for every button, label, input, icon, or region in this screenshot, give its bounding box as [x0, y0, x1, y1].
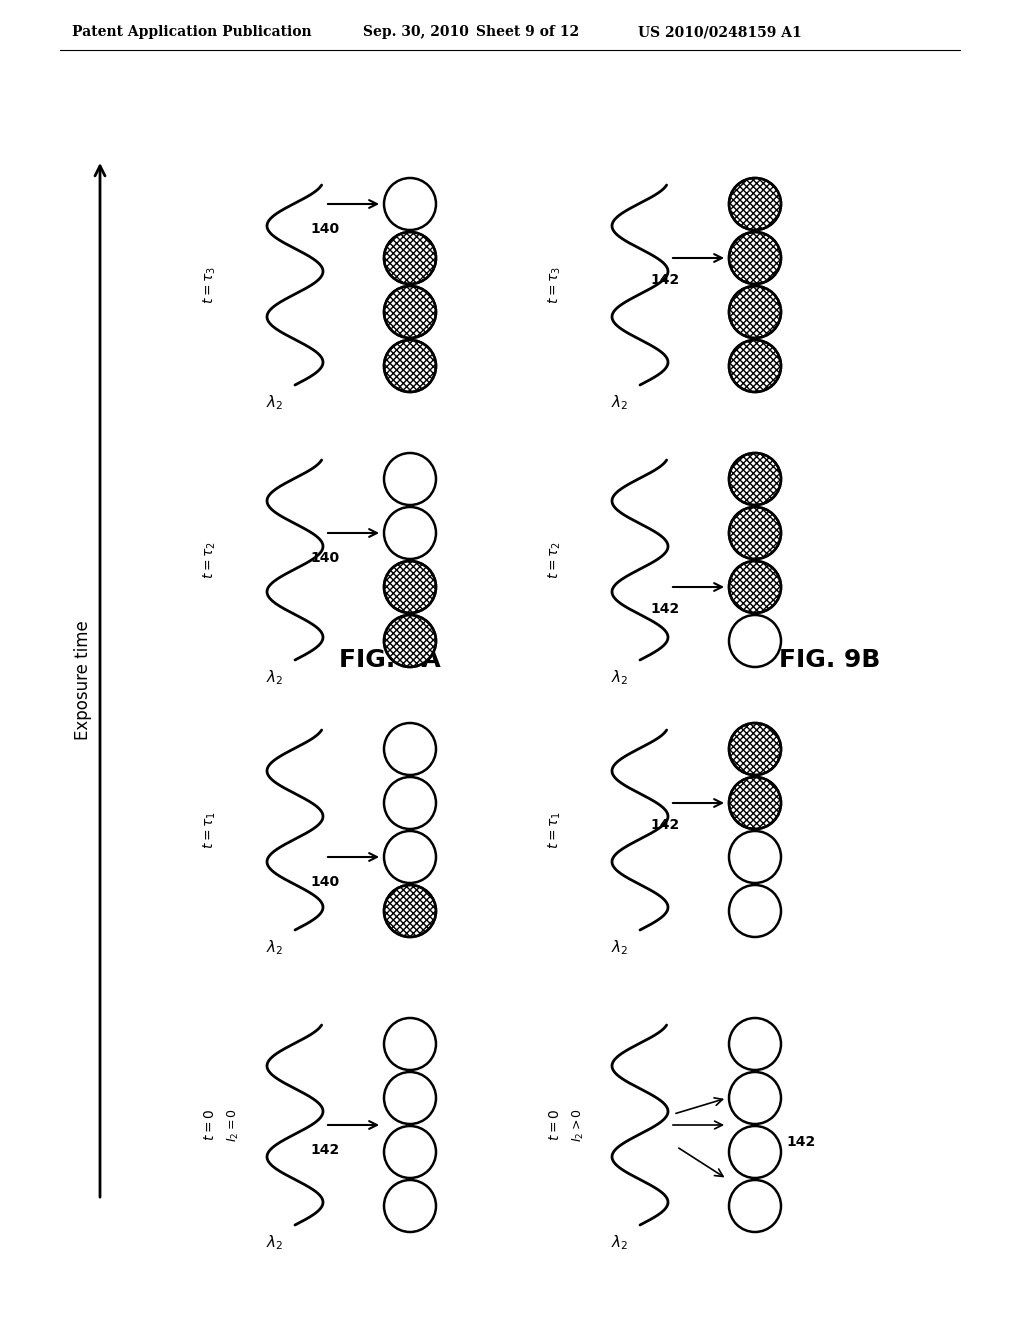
Text: Sheet 9 of 12: Sheet 9 of 12 — [476, 25, 580, 40]
Circle shape — [384, 561, 436, 612]
Text: Sep. 30, 2010: Sep. 30, 2010 — [362, 25, 469, 40]
Text: FIG. 9B: FIG. 9B — [779, 648, 881, 672]
Circle shape — [729, 1072, 781, 1125]
Circle shape — [384, 615, 436, 667]
Circle shape — [729, 178, 781, 230]
Circle shape — [384, 1072, 436, 1125]
Circle shape — [729, 1018, 781, 1071]
Text: $t = \tau_{2}$: $t = \tau_{2}$ — [202, 541, 218, 579]
Text: 142: 142 — [650, 602, 679, 616]
Text: FIG. 9A: FIG. 9A — [339, 648, 441, 672]
Circle shape — [384, 341, 436, 392]
Text: Exposure time: Exposure time — [74, 620, 92, 741]
Text: 142: 142 — [310, 1143, 339, 1158]
Text: $\lambda_2$: $\lambda_2$ — [266, 668, 284, 686]
Text: $\lambda_2$: $\lambda_2$ — [266, 939, 284, 957]
Text: $t = \tau_{3}$: $t = \tau_{3}$ — [547, 265, 563, 304]
Text: 142: 142 — [650, 273, 679, 286]
Circle shape — [384, 232, 436, 284]
Circle shape — [729, 777, 781, 829]
Circle shape — [729, 453, 781, 506]
Text: $t = 0$: $t = 0$ — [203, 1109, 217, 1142]
Text: $t = \tau_{1}$: $t = \tau_{1}$ — [202, 810, 218, 849]
Circle shape — [729, 615, 781, 667]
Circle shape — [384, 884, 436, 937]
Text: $\lambda_2$: $\lambda_2$ — [266, 1233, 284, 1251]
Text: $t = \tau_{3}$: $t = \tau_{3}$ — [202, 265, 218, 304]
Circle shape — [384, 286, 436, 338]
Text: 140: 140 — [310, 550, 339, 565]
Text: $\lambda_2$: $\lambda_2$ — [611, 1233, 629, 1251]
Text: 140: 140 — [310, 222, 339, 236]
Circle shape — [729, 884, 781, 937]
Circle shape — [384, 832, 436, 883]
Circle shape — [729, 341, 781, 392]
Text: $\lambda_2$: $\lambda_2$ — [611, 668, 629, 686]
Text: $t = 0$: $t = 0$ — [548, 1109, 562, 1142]
Circle shape — [729, 286, 781, 338]
Circle shape — [729, 561, 781, 612]
Circle shape — [729, 232, 781, 284]
Circle shape — [384, 507, 436, 558]
Circle shape — [729, 1126, 781, 1177]
Circle shape — [384, 1126, 436, 1177]
Circle shape — [384, 1018, 436, 1071]
Text: $\lambda_2$: $\lambda_2$ — [266, 393, 284, 412]
Circle shape — [729, 723, 781, 775]
Circle shape — [384, 453, 436, 506]
Circle shape — [384, 178, 436, 230]
Text: $t = \tau_{2}$: $t = \tau_{2}$ — [547, 541, 563, 579]
Circle shape — [384, 1180, 436, 1232]
Circle shape — [729, 1180, 781, 1232]
Circle shape — [384, 777, 436, 829]
Circle shape — [384, 723, 436, 775]
Circle shape — [729, 507, 781, 558]
Text: $I_2 = 0$: $I_2 = 0$ — [225, 1107, 241, 1142]
Text: $I_2 > 0$: $I_2 > 0$ — [570, 1107, 586, 1142]
Text: $\lambda_2$: $\lambda_2$ — [611, 939, 629, 957]
Text: $t = \tau_{1}$: $t = \tau_{1}$ — [547, 810, 563, 849]
Text: $\lambda_2$: $\lambda_2$ — [611, 393, 629, 412]
Text: 142: 142 — [786, 1135, 815, 1148]
Text: US 2010/0248159 A1: US 2010/0248159 A1 — [638, 25, 802, 40]
Text: 140: 140 — [310, 875, 339, 888]
Text: Patent Application Publication: Patent Application Publication — [72, 25, 311, 40]
Text: 142: 142 — [650, 818, 679, 832]
Circle shape — [729, 832, 781, 883]
